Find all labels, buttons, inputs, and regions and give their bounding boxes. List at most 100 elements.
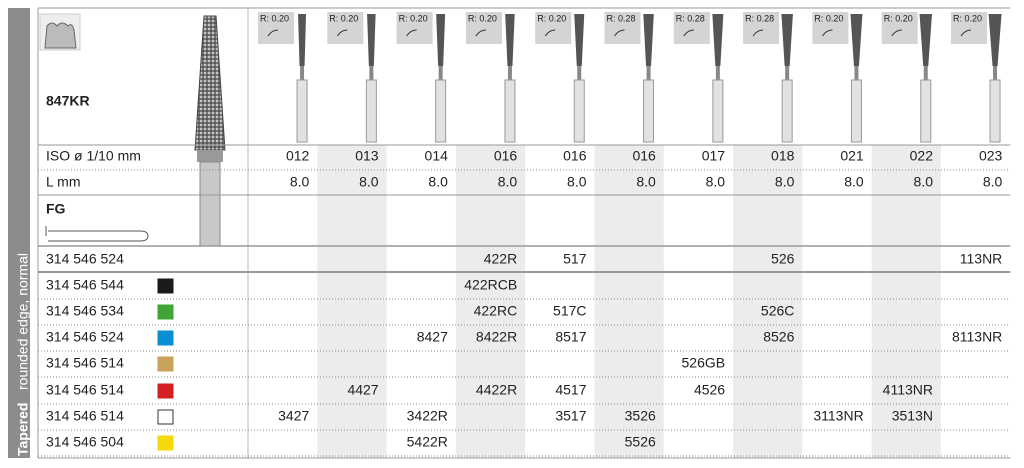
product-code: 3113NR: [813, 408, 863, 424]
iso-value: 022: [910, 148, 934, 164]
tooth-icon: [39, 13, 81, 51]
radius-arc: [336, 29, 348, 37]
iso-value: 021: [840, 148, 864, 164]
product-code: 3513N: [892, 408, 933, 424]
bur-shank: [435, 79, 447, 143]
length-value: 8.0: [428, 174, 448, 190]
radius-label: R: 0.20: [399, 13, 428, 23]
iso-value: 016: [632, 148, 656, 164]
radius-arc: [614, 29, 625, 37]
iso-value: 017: [702, 148, 726, 164]
product-code: 3422R: [407, 408, 448, 424]
radius-arc: [475, 29, 486, 37]
bur-neck: [646, 66, 651, 80]
product-code: 4427: [347, 382, 378, 398]
product-code: 517: [563, 251, 587, 267]
radius-box: [881, 12, 918, 44]
main-bur: [194, 15, 226, 247]
radius-arc: [406, 29, 417, 37]
order-code: 314 546 514: [46, 355, 124, 371]
column-shade: [871, 145, 941, 458]
bur-shank: [296, 79, 308, 143]
column-shade: [317, 145, 387, 458]
bur-shank: [504, 79, 516, 143]
radius-box: [743, 12, 780, 44]
bur-neck: [369, 66, 374, 80]
radius-label: R: 0.28: [745, 13, 774, 23]
product-code: 8427: [417, 329, 448, 345]
order-code: 314 546 524: [46, 329, 124, 345]
product-code: 8113NR: [952, 329, 1002, 345]
bur-shank: [573, 79, 585, 143]
radius-box: [396, 12, 433, 44]
length-value: 8.0: [290, 174, 310, 190]
radius-box: [535, 12, 572, 44]
iso-value: 023: [979, 148, 1003, 164]
column-shade: [594, 145, 664, 458]
product-code: 3517: [555, 408, 586, 424]
bur-head: [919, 14, 933, 66]
product-code: 422R: [484, 251, 517, 267]
product-code: 8517: [555, 329, 586, 345]
product-code: 4526: [694, 382, 725, 398]
bur-neck: [923, 66, 928, 80]
bur-shank: [781, 79, 793, 143]
color-swatch: [157, 278, 174, 294]
radius-arc: [683, 29, 694, 37]
product-code: 113NR: [960, 251, 1003, 267]
color-swatch: [157, 304, 174, 320]
product-code: 4113NR: [883, 382, 933, 398]
bur-neck: [300, 66, 305, 80]
length-value: 8.0: [775, 174, 795, 190]
sidebar-title: Tapered: [15, 403, 31, 456]
bur-shank: [920, 79, 932, 143]
bur-head: [505, 14, 515, 66]
order-code: 314 546 514: [46, 408, 124, 424]
product-code: 8526: [763, 329, 794, 345]
radius-label: R: 0.20: [468, 13, 497, 23]
bur-neck: [715, 66, 720, 80]
bur-head: [436, 14, 446, 66]
order-code: 314 546 534: [46, 303, 124, 319]
iso-value: 016: [563, 148, 587, 164]
iso-value: 012: [286, 148, 310, 164]
length-value: 8.0: [844, 174, 864, 190]
order-code: 314 546 504: [46, 434, 124, 450]
product-code: 422RC: [474, 303, 518, 319]
iso-value: 014: [425, 148, 449, 164]
bur-neck: [993, 66, 998, 80]
color-swatch: [157, 435, 174, 451]
column-shade: [733, 145, 803, 458]
bur-neck: [507, 66, 512, 80]
bur-shank: [712, 79, 724, 143]
radius-arc: [821, 29, 833, 37]
bur-neck: [854, 66, 859, 80]
iso-value: 016: [494, 148, 518, 164]
radius-arc: [544, 29, 556, 37]
radius-label: R: 0.28: [607, 13, 636, 23]
radius-label: R: 0.20: [953, 13, 982, 23]
order-code: 314 546 514: [46, 382, 124, 398]
bur-head: [643, 14, 654, 66]
order-code: 314 546 544: [46, 277, 124, 293]
radius-arc: [960, 29, 972, 37]
product-code: 5422R: [407, 434, 448, 450]
bur-head: [850, 14, 863, 66]
iso-value: 013: [355, 148, 379, 164]
bur-shank: [643, 79, 655, 143]
product-code: 3427: [278, 408, 309, 424]
radius-label: R: 0.20: [814, 13, 843, 23]
bur-head: [574, 14, 585, 66]
bur-neck: [577, 66, 582, 80]
radius-arc: [891, 29, 902, 37]
color-swatch: [157, 409, 174, 425]
shank-type: FG: [46, 201, 66, 217]
product-code: 4517: [555, 382, 586, 398]
product-code: 526C: [761, 303, 794, 319]
bur-neck: [438, 66, 443, 80]
bur-head: [367, 14, 376, 66]
length-value: 8.0: [706, 174, 726, 190]
color-swatch: [157, 356, 174, 372]
sidebar: [8, 8, 30, 458]
